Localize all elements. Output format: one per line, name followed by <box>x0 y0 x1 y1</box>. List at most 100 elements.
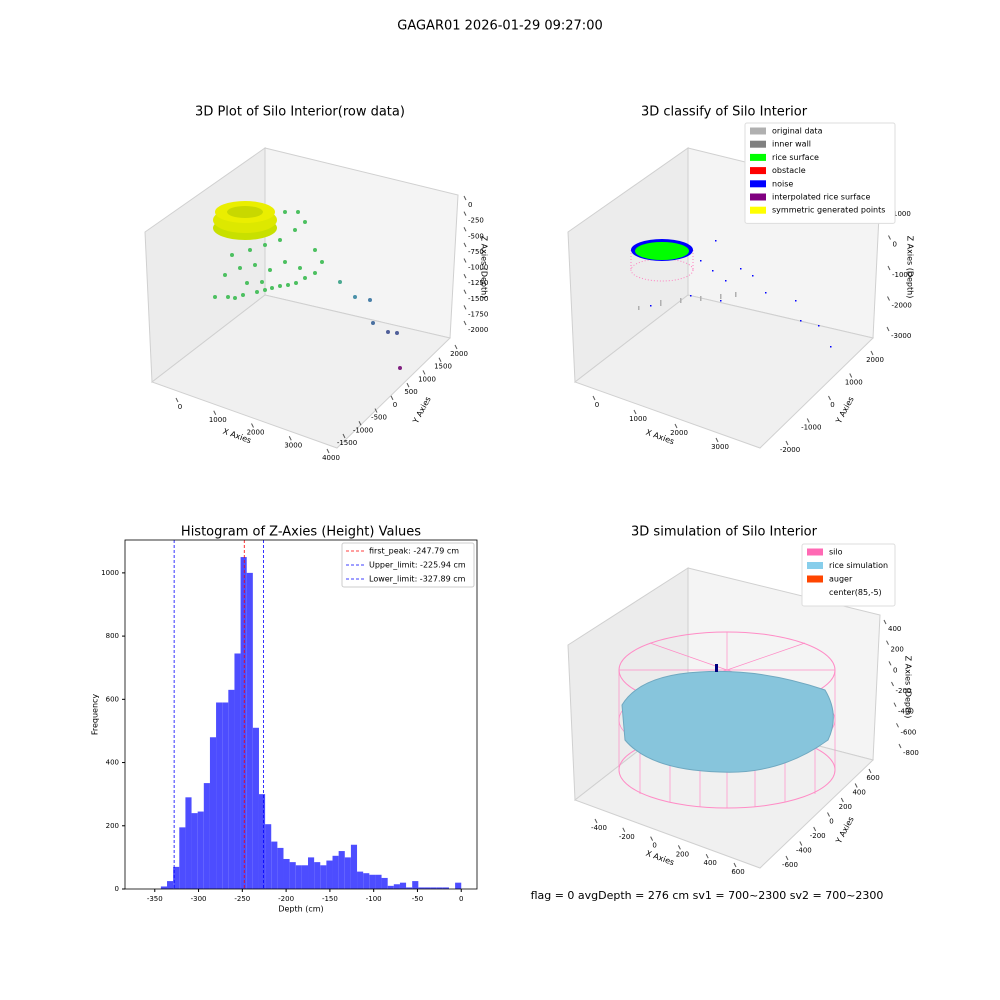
legend-swatch <box>807 589 823 596</box>
legend-box <box>341 542 475 588</box>
bar <box>301 865 309 889</box>
bar <box>387 885 394 889</box>
bar <box>308 857 315 889</box>
legend-label: symmetric generated points <box>772 206 885 215</box>
chart-title: Histogram of Z-Axies (Height) Values <box>181 525 421 540</box>
tick-mark <box>733 862 737 868</box>
bar <box>179 827 186 889</box>
cloud <box>371 321 375 325</box>
legend-label: center(85,-5) <box>829 588 882 597</box>
legend-box <box>801 543 896 607</box>
bar <box>203 783 210 889</box>
y-tick-label: -1500 <box>337 439 357 447</box>
tick-mark <box>463 195 467 201</box>
z-tick-label: -1000 <box>468 264 488 272</box>
y-tick-label: 500 <box>404 388 417 396</box>
legend-swatch <box>750 140 766 148</box>
tick-mark <box>891 681 894 687</box>
tick-mark <box>888 661 892 666</box>
tick-mark <box>715 437 719 443</box>
y-tick-label: 2000 <box>866 356 884 364</box>
chart-title: 3D Plot of Silo Interior(row data) <box>195 105 405 120</box>
y-tick-label: 0 <box>830 401 834 409</box>
legend-swatch <box>750 153 766 161</box>
bar <box>375 874 382 889</box>
tick-mark <box>674 423 678 429</box>
cloud <box>213 210 324 300</box>
legend-label: inner wall <box>772 140 811 149</box>
cloud <box>338 280 342 284</box>
legend-box <box>744 122 896 224</box>
bar <box>442 887 449 889</box>
tick-mark <box>806 418 810 423</box>
x-tick-label: 2000 <box>670 429 688 437</box>
z-tick-label: -600 <box>901 728 917 736</box>
legend-label: Upper_limit: -225.94 cm <box>369 561 466 570</box>
z-tick-label: -1250 <box>468 279 488 287</box>
z-tick-label: -750 <box>468 248 484 256</box>
bar <box>234 653 241 889</box>
bar <box>167 881 174 889</box>
chart-title: 3D simulation of Silo Interior <box>631 525 818 540</box>
z-tick-label: -1000 <box>892 271 912 279</box>
bar <box>436 887 443 889</box>
bar <box>326 860 333 889</box>
tick-mark <box>854 783 858 788</box>
y-tick-label: -2000 <box>780 446 800 454</box>
bar <box>332 855 339 889</box>
bar <box>455 882 462 889</box>
bar <box>252 727 259 889</box>
bar <box>350 844 358 889</box>
y-axis-label: Y Axies <box>834 395 856 426</box>
bar <box>216 702 223 889</box>
tick-mark <box>342 433 346 439</box>
y-tick-label: 400 <box>852 789 865 797</box>
z-tick-label: -800 <box>903 749 919 757</box>
legend-swatch <box>750 127 766 135</box>
y-tick-label: 200 <box>839 803 852 811</box>
tick-mark <box>677 845 681 850</box>
bar <box>424 887 431 889</box>
y-tick-label: 200 <box>106 822 119 830</box>
bar <box>173 866 180 889</box>
x-tick-label: 3000 <box>711 443 729 451</box>
legend-label: obstacle <box>772 166 806 175</box>
x-tick-label: 3000 <box>284 441 302 449</box>
cloud <box>398 366 402 370</box>
legend-swatch <box>750 206 766 214</box>
y-tick-label: 1000 <box>845 379 863 387</box>
bar <box>197 811 204 889</box>
tick-mark <box>840 797 844 803</box>
x-tick-label: -100 <box>366 895 382 903</box>
bar <box>399 882 407 889</box>
tick-mark <box>870 350 874 356</box>
cloud <box>395 331 399 335</box>
tick-mark <box>887 296 890 301</box>
pane <box>573 294 875 449</box>
cloud <box>650 240 832 348</box>
y-tick-label: -500 <box>371 414 387 422</box>
tick-mark <box>650 836 654 841</box>
tick-mark <box>358 421 362 426</box>
y-axis-label: Y Axies <box>411 395 433 426</box>
tick-mark <box>463 320 467 326</box>
y-tick-label: 1000 <box>418 375 436 383</box>
plot-frame <box>124 539 478 890</box>
bar <box>412 881 419 889</box>
legend-label: noise <box>772 179 793 188</box>
z-axis-label: Z Axies (Depth) <box>480 236 489 299</box>
tick-mark <box>886 326 890 332</box>
bar <box>314 862 321 889</box>
bar <box>295 865 302 889</box>
z-tick-label: -2000 <box>892 302 912 310</box>
y-tick-label: -400 <box>796 847 812 855</box>
z-axis-label: Z Axies (Depth) <box>904 656 913 719</box>
cloud <box>386 330 390 334</box>
tick-mark <box>213 410 217 415</box>
cloud <box>621 670 834 773</box>
tick-mark <box>438 357 442 362</box>
tick-mark <box>622 827 626 833</box>
z-tick-label: 0 <box>468 201 472 209</box>
tick-mark <box>799 841 803 846</box>
legend-label: Lower_limit: -327.89 cm <box>369 575 466 584</box>
